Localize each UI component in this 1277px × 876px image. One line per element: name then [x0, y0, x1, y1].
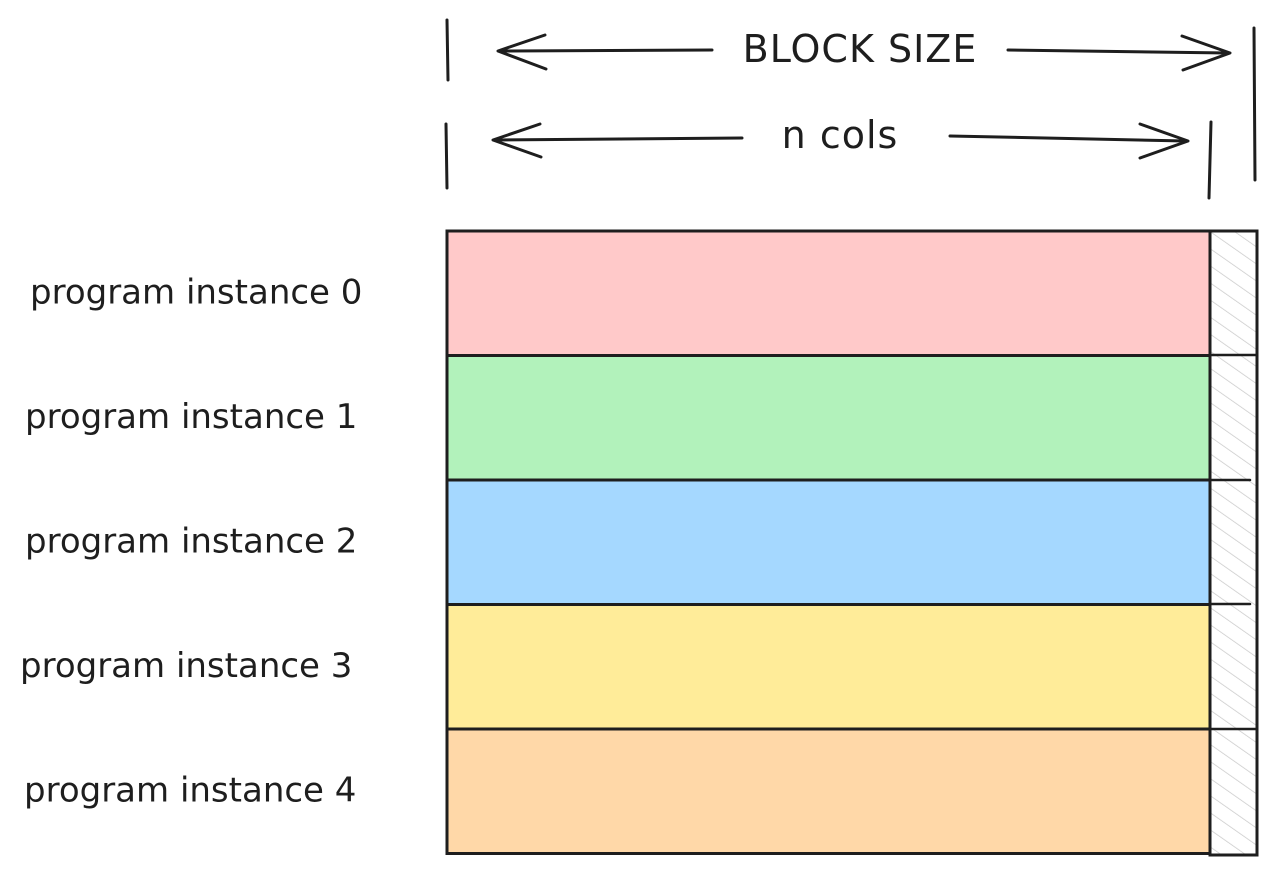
program-instance-label-0: program instance 0 [30, 272, 362, 312]
program-instance-block-2 [445, 478, 1212, 606]
n-cols-label: n cols [782, 113, 899, 157]
program-instance-block-0 [445, 229, 1212, 357]
program-instance-block-3 [445, 603, 1212, 731]
program-instance-block-1 [445, 354, 1212, 482]
program-instance-label-4: program instance 4 [24, 770, 356, 810]
program-instance-block-4 [445, 727, 1212, 855]
labels-layer: program instance 0 program instance 1 prog… [20, 272, 362, 810]
block-size-dimension: BLOCK SIZE [445, 18, 1257, 182]
program-instance-label-2: program instance 2 [25, 521, 357, 561]
program-instance-label-3: program instance 3 [20, 646, 352, 686]
n-cols-dimension: n cols [444, 113, 1213, 200]
block-size-label: BLOCK SIZE [743, 27, 978, 71]
padding-column [1208, 229, 1259, 857]
program-instance-label-1: program instance 1 [25, 397, 357, 437]
rows-layer [445, 229, 1212, 855]
